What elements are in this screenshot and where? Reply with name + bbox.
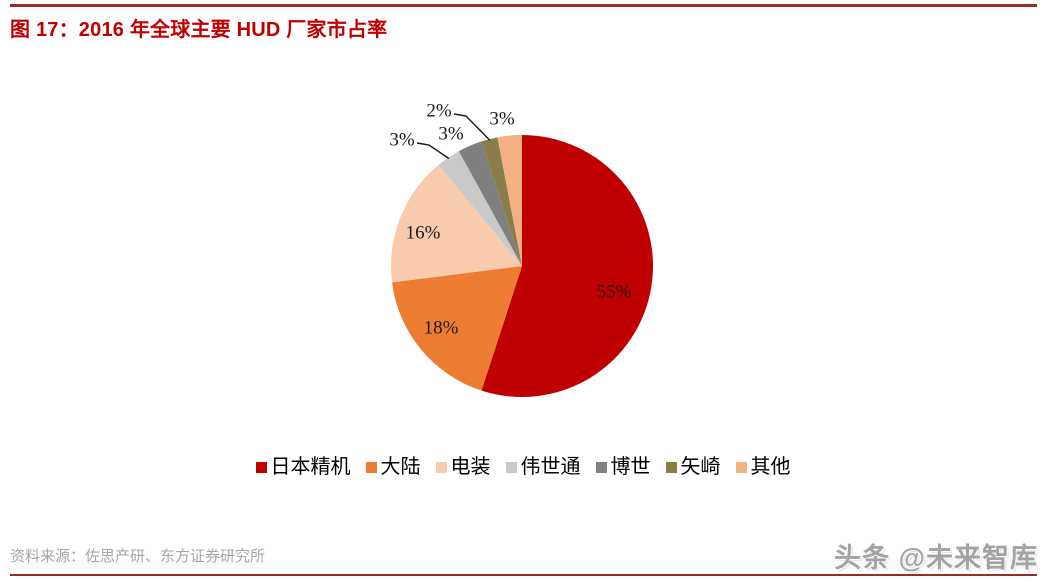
data-label-2: 16% [406, 223, 441, 244]
watermark: 头条 @未来智库 [834, 543, 1038, 573]
legend-swatch-6 [735, 461, 747, 473]
legend-label-2: 电装 [450, 456, 491, 478]
legend-item-4: 博世 [595, 456, 651, 478]
legend-item-6: 其他 [735, 456, 791, 478]
chart-legend: 日本精机 大陆 电装 伟世通 博世 矢崎 其他 [0, 452, 1046, 482]
leader-line-5 [453, 113, 491, 141]
pie-chart: 55% 18% 16% 3% 3% 2% 3% [352, 96, 692, 436]
pie-slice-3 [438, 151, 522, 266]
leader-line-3 [416, 142, 450, 160]
legend-item-3: 伟世通 [505, 456, 581, 478]
legend-label-1: 大陆 [380, 456, 421, 478]
data-label-0: 55% [597, 282, 632, 303]
data-label-4: 3% [438, 124, 464, 145]
figure-title: 图 17：2016 年全球主要 HUD 厂家市占率 [10, 19, 388, 41]
legend-label-0: 日本精机 [270, 456, 351, 478]
data-label-5: 2% [426, 101, 452, 122]
legend-label-3: 伟世通 [520, 456, 581, 478]
legend-swatch-0 [255, 461, 267, 473]
legend-swatch-2 [435, 461, 447, 473]
legend-item-2: 电装 [435, 456, 491, 478]
bottom-divider [10, 574, 1037, 576]
top-divider [10, 4, 1037, 7]
legend-swatch-4 [595, 461, 607, 473]
pie-slice-4 [458, 141, 522, 266]
source-note: 资料来源：佐思产研、东方证券研究所 [10, 548, 266, 565]
data-label-6: 3% [489, 109, 515, 130]
legend-label-4: 博世 [610, 456, 651, 478]
legend-item-5: 矢崎 [665, 456, 721, 478]
legend-label-6: 其他 [750, 456, 791, 478]
legend-swatch-1 [365, 461, 377, 473]
pie-slice-0 [481, 135, 653, 397]
legend-item-1: 大陆 [365, 456, 421, 478]
pie-slice-6 [497, 135, 522, 266]
data-label-3: 3% [389, 130, 415, 151]
legend-item-0: 日本精机 [255, 456, 351, 478]
pie-slice-5 [481, 137, 522, 266]
pie-slice-2 [390, 165, 522, 283]
legend-swatch-5 [665, 461, 677, 473]
legend-label-5: 矢崎 [680, 456, 721, 478]
pie-slice-1 [392, 266, 522, 391]
data-label-1: 18% [424, 318, 459, 339]
legend-swatch-3 [505, 461, 517, 473]
pie-chart-svg: 55%18%16%3% 3%2% 3% [389, 101, 653, 397]
